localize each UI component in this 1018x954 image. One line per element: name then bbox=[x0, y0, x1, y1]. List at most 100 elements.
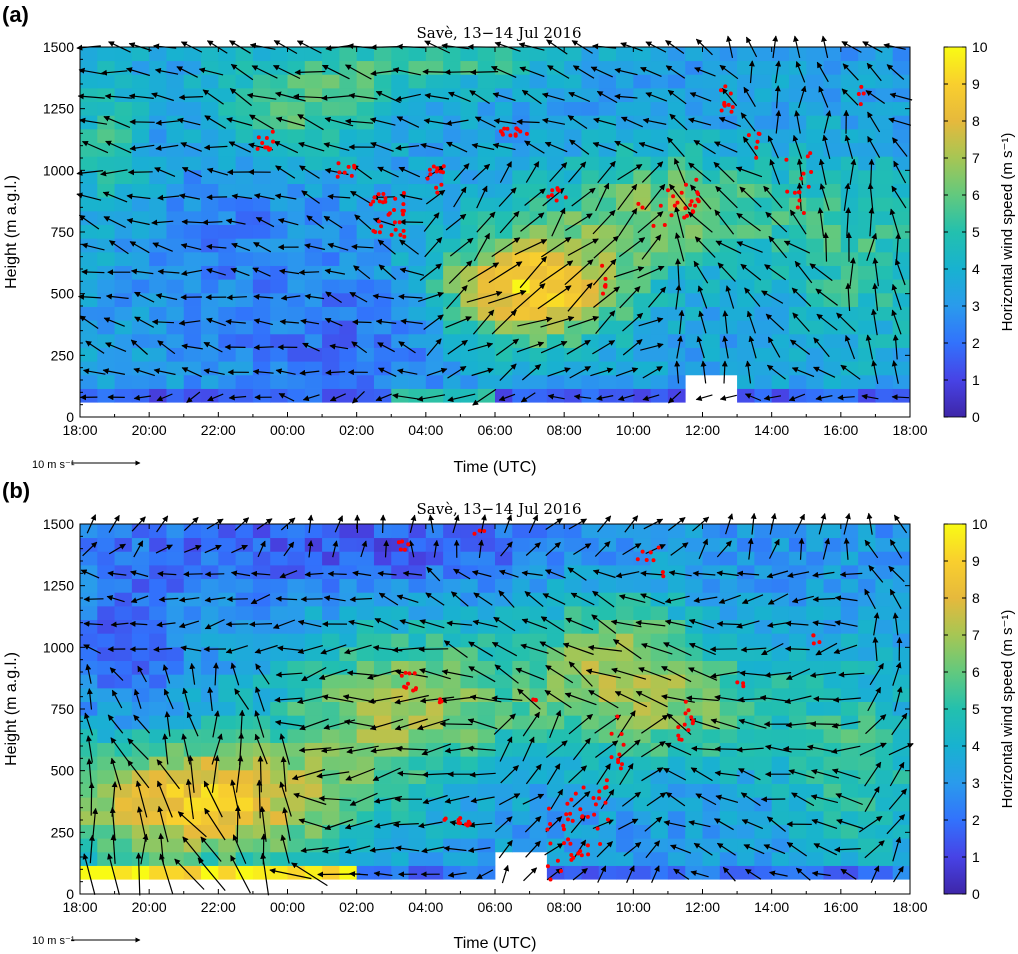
heatmap-cell bbox=[719, 783, 738, 798]
heatmap-cell bbox=[840, 197, 859, 212]
heatmap-cell bbox=[287, 74, 306, 89]
heatmap-cell bbox=[754, 578, 773, 593]
heatmap-cell bbox=[754, 169, 773, 185]
wind-vector bbox=[748, 60, 755, 84]
heatmap-cell bbox=[235, 60, 254, 75]
heatmap-cell bbox=[443, 292, 461, 307]
wind-vector bbox=[225, 621, 249, 628]
heatmap-cell bbox=[80, 701, 98, 716]
heatmap-cell bbox=[477, 251, 496, 266]
heatmap-cell bbox=[373, 251, 392, 266]
heatmap-cell bbox=[149, 251, 167, 266]
heatmap-cell bbox=[685, 183, 703, 198]
heatmap-cell bbox=[80, 279, 98, 294]
heatmap-cell bbox=[823, 674, 842, 689]
heatmap-cell bbox=[564, 265, 582, 280]
heatmap-cell bbox=[218, 674, 237, 689]
heatmap-cell bbox=[201, 374, 219, 389]
heatmap-cell bbox=[685, 361, 703, 376]
heatmap-cell bbox=[892, 101, 911, 116]
heatmap-cell bbox=[685, 306, 703, 321]
x-tick-label: 06:00 bbox=[477, 422, 512, 438]
heatmap-cell bbox=[443, 87, 461, 103]
x-tick-label: 16:00 bbox=[823, 422, 858, 438]
heatmap-cell bbox=[875, 674, 894, 689]
wind-vector bbox=[721, 87, 738, 107]
wind-vector bbox=[321, 64, 350, 80]
wind-vector bbox=[667, 89, 687, 105]
heatmap-cell bbox=[650, 333, 669, 348]
cloud-dot bbox=[342, 170, 347, 175]
cloud-dot bbox=[368, 202, 373, 207]
heatmap-cell bbox=[166, 156, 185, 171]
wind-vector bbox=[130, 339, 148, 355]
heatmap-cell bbox=[304, 251, 323, 266]
heatmap-cell bbox=[719, 619, 738, 634]
heatmap-cell bbox=[443, 388, 461, 403]
heatmap-cell bbox=[875, 701, 894, 716]
heatmap-cell bbox=[131, 756, 150, 771]
heatmap-cell bbox=[892, 320, 911, 335]
heatmap-cell bbox=[685, 265, 703, 280]
heatmap-cell bbox=[304, 292, 323, 307]
wind-vector bbox=[278, 392, 295, 402]
heatmap-cell bbox=[218, 578, 237, 593]
wind-vector bbox=[426, 338, 442, 356]
heatmap-cell bbox=[633, 74, 652, 89]
heatmap-cell bbox=[616, 265, 634, 280]
heatmap-cell bbox=[754, 333, 773, 348]
heatmap-cell bbox=[183, 824, 202, 839]
heatmap-cell bbox=[495, 47, 513, 62]
heatmap-cell bbox=[858, 224, 876, 239]
heatmap-cell bbox=[806, 74, 824, 89]
wind-vector bbox=[325, 369, 346, 376]
heatmap-cell bbox=[495, 592, 513, 607]
heatmap-cell bbox=[460, 197, 479, 212]
wind-vector bbox=[744, 287, 761, 307]
heatmap-cell bbox=[97, 838, 115, 853]
heatmap-cell bbox=[633, 292, 652, 307]
heatmap-cell bbox=[477, 128, 496, 144]
wind-vector bbox=[763, 185, 783, 209]
heatmap-cell bbox=[356, 169, 375, 185]
heatmap-cell bbox=[287, 728, 306, 743]
heatmap-cell bbox=[287, 756, 306, 771]
wind-vector bbox=[476, 185, 488, 209]
heatmap-cell bbox=[131, 551, 150, 566]
wind-vector bbox=[128, 169, 153, 176]
heatmap-cell bbox=[771, 60, 790, 75]
heatmap-cell bbox=[235, 320, 254, 335]
heatmap-cell bbox=[287, 783, 306, 798]
wind-vector bbox=[690, 184, 712, 210]
heatmap-cell bbox=[252, 224, 271, 239]
heatmap-cell bbox=[581, 838, 600, 853]
heatmap-cell bbox=[840, 238, 859, 253]
wind-vector bbox=[596, 394, 614, 401]
heatmap-cell bbox=[512, 374, 530, 389]
wind-vector bbox=[590, 367, 614, 377]
heatmap-cell bbox=[373, 810, 392, 825]
colorbar-tick-label: 4 bbox=[972, 738, 980, 754]
panel-b-label: (b) bbox=[2, 478, 30, 503]
heatmap-cell bbox=[252, 633, 271, 648]
wind-vector bbox=[350, 190, 371, 204]
wind-vector bbox=[206, 317, 227, 327]
heatmap-cell bbox=[218, 701, 237, 716]
heatmap-cell bbox=[218, 128, 237, 144]
heatmap-cell bbox=[80, 810, 98, 825]
wind-vector bbox=[567, 315, 600, 328]
heatmap-cell bbox=[650, 224, 669, 239]
wind-vector bbox=[327, 193, 351, 200]
heatmap-cell bbox=[633, 142, 652, 157]
heatmap-cell bbox=[97, 183, 115, 198]
y-tick-label: 0 bbox=[66, 409, 74, 425]
heatmap-cell bbox=[270, 537, 288, 552]
y-tick-label: 750 bbox=[51, 224, 75, 240]
heatmap-cell bbox=[408, 605, 427, 621]
heatmap-cell bbox=[616, 128, 634, 144]
heatmap-cell bbox=[460, 374, 479, 389]
heatmap-cell bbox=[149, 169, 167, 185]
heatmap-cell bbox=[114, 292, 133, 307]
heatmap-cell bbox=[252, 715, 271, 730]
wind-vector bbox=[274, 193, 297, 200]
